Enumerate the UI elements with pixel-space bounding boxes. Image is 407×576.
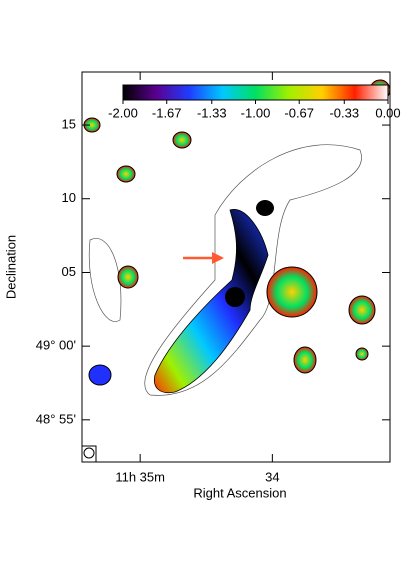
blob [172,131,192,149]
blob [116,165,136,183]
blob [88,364,112,386]
blob [293,346,317,374]
blob [348,295,376,325]
colorbar-tick-label: -1.67 [152,105,182,120]
y-tick-label: 48° 55' [36,411,76,426]
x-tick-label: 34 [265,469,279,484]
colorbar-tick-label: -1.33 [197,105,227,120]
y-tick-label: 15 [62,116,76,131]
colorbar-tick-label: 0.00 [375,105,400,120]
core [225,287,245,307]
x-tick-label: 11h 35m [115,469,165,484]
blob [266,266,318,318]
y-tick-label: 10 [62,190,76,205]
colorbar-tick-label: -0.67 [284,105,314,120]
x-axis-label: Right Ascension [193,485,286,500]
jet-emission [153,209,269,394]
beam [83,447,95,459]
blob [117,265,139,289]
blob [256,200,274,216]
y-tick-label: 49° 00' [36,338,76,353]
arrow-head [212,252,224,264]
colorbar-tick-label: -2.00 [108,105,138,120]
y-axis-label: Declination [3,235,18,299]
colorbar-tick-label: -1.00 [241,105,271,120]
radio-map [81,79,391,463]
blob [355,347,369,361]
colorbar [122,84,389,101]
plot-frame [81,71,391,463]
colorbar-tick-label: -0.33 [329,105,359,120]
y-tick-label: 05 [62,264,76,279]
